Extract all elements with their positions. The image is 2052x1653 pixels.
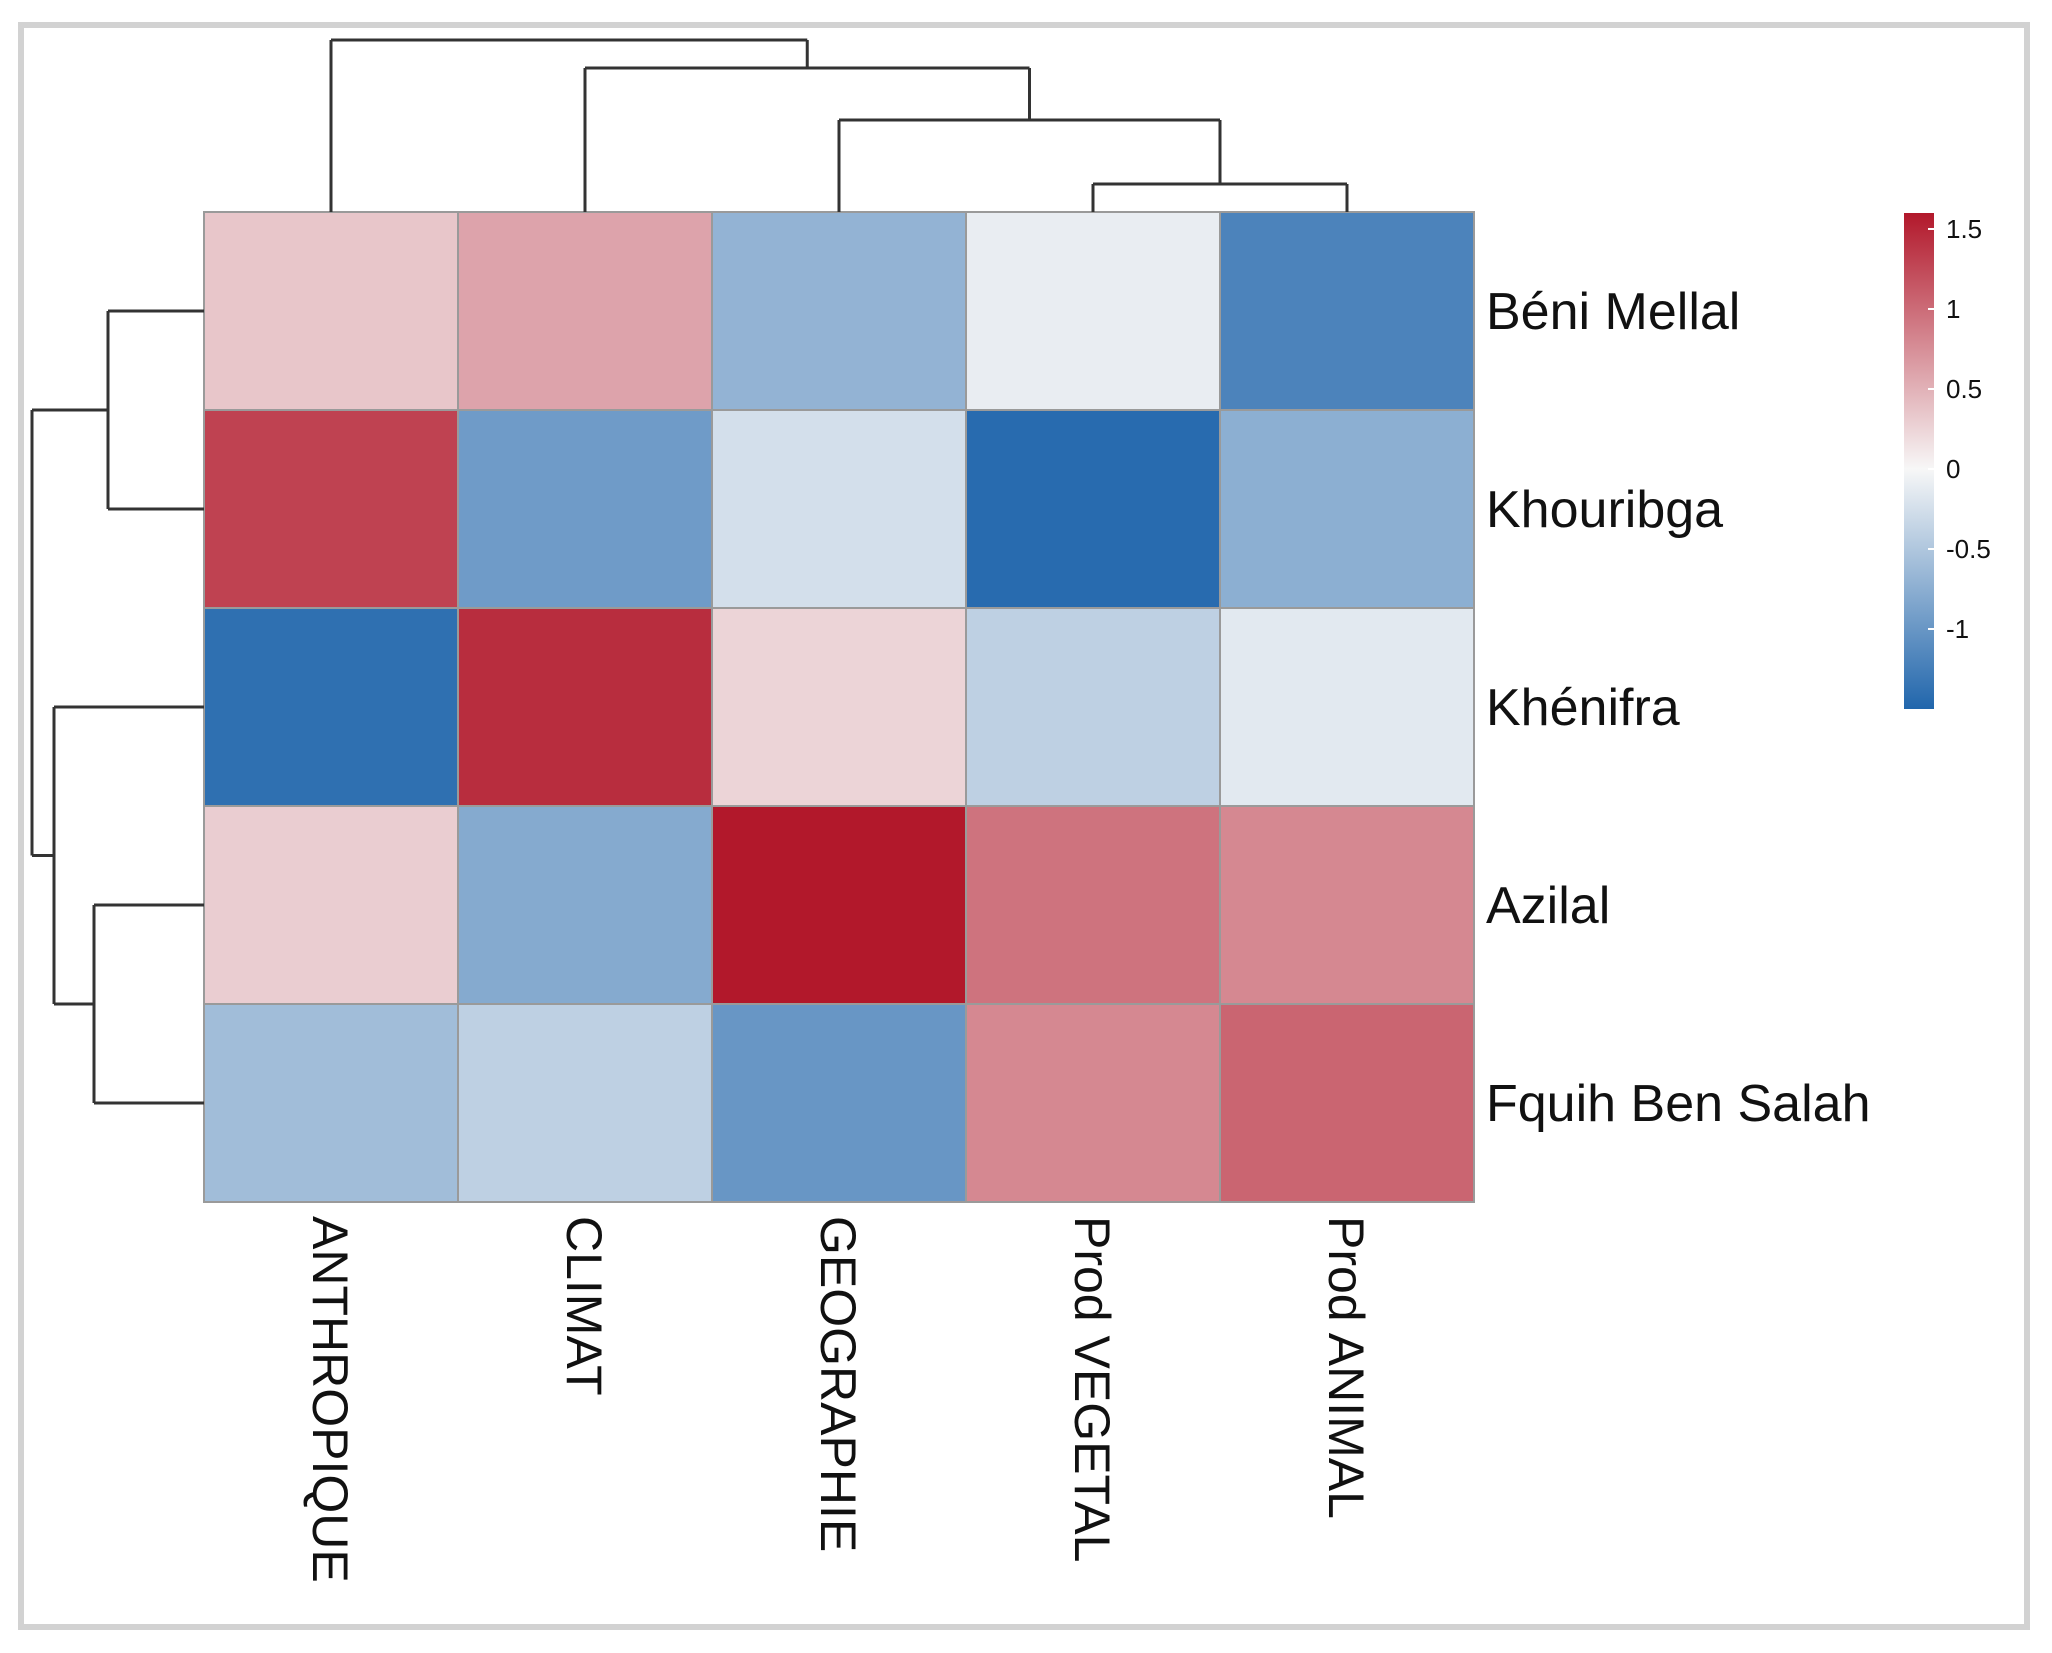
color-legend-tick-label: -1 bbox=[1946, 614, 1969, 644]
heatmap-cell bbox=[1219, 805, 1475, 1005]
heatmap-cell bbox=[203, 211, 459, 411]
heatmap-chart: Béni Mellal Khouribga Khénifra Azilal Fquih … bbox=[30, 38, 1991, 1583]
heatmap-cell bbox=[1219, 1003, 1475, 1203]
figure-frame: Béni Mellal Khouribga Khénifra Azilal Fquih … bbox=[18, 22, 2030, 1630]
color-legend-bar bbox=[1904, 213, 1934, 709]
heatmap-cell bbox=[203, 607, 459, 807]
heatmap-cell bbox=[711, 607, 967, 807]
color-legend-tick-label: 0.5 bbox=[1946, 374, 1982, 404]
heatmap-cell bbox=[965, 1003, 1221, 1203]
heatmap-cell bbox=[711, 211, 967, 411]
color-legend-tick-label: 1 bbox=[1946, 294, 1960, 324]
heatmap-cell bbox=[203, 1003, 459, 1203]
row-label: Azilal bbox=[1486, 877, 1610, 935]
row-label: Fquih Ben Salah bbox=[1486, 1075, 1871, 1133]
row-label: Khouribga bbox=[1486, 481, 1723, 539]
column-label: Prod VEGETAL bbox=[1064, 1216, 1120, 1562]
heatmap-cell bbox=[711, 805, 967, 1005]
color-legend-tick-label: 1.5 bbox=[1946, 214, 1982, 244]
column-label: GEOGRAPHIE bbox=[810, 1216, 866, 1552]
color-legend-tick-label: 0 bbox=[1946, 454, 1960, 484]
heatmap-cell bbox=[203, 409, 459, 609]
heatmap-cell bbox=[457, 1003, 713, 1203]
heatmap-cell bbox=[711, 1003, 967, 1203]
heatmap-cell bbox=[965, 805, 1221, 1005]
heatmap-cell bbox=[1219, 607, 1475, 807]
heatmap-cell bbox=[457, 805, 713, 1005]
heatmap-cell bbox=[457, 607, 713, 807]
heatmap-cell bbox=[965, 211, 1221, 411]
heatmap-cell bbox=[965, 607, 1221, 807]
heatmap-cell bbox=[1219, 409, 1475, 609]
heatmap-cell bbox=[965, 409, 1221, 609]
heatmap-cell bbox=[457, 409, 713, 609]
row-label: Béni Mellal bbox=[1486, 283, 1740, 341]
heatmap-cell bbox=[1219, 211, 1475, 411]
heatmap-cell bbox=[711, 409, 967, 609]
column-label: CLIMAT bbox=[556, 1216, 612, 1396]
heatmap-cell bbox=[457, 211, 713, 411]
heatmap-cell bbox=[203, 805, 459, 1005]
column-label: Prod ANIMAL bbox=[1318, 1216, 1374, 1519]
row-label: Khénifra bbox=[1486, 679, 1680, 737]
color-legend-tick-label: -0.5 bbox=[1946, 534, 1991, 564]
column-label: ANTHROPIQUE bbox=[302, 1216, 358, 1583]
